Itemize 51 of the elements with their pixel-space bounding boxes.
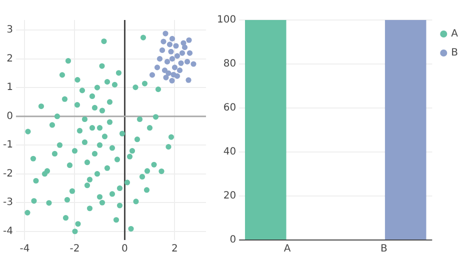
point — [169, 78, 175, 84]
y-tick-label: 2 — [6, 53, 13, 64]
point — [182, 44, 188, 50]
y-tick-label: -1 — [2, 140, 13, 151]
point — [184, 58, 190, 64]
legend-label: B — [451, 48, 458, 59]
y-tick-label: 1 — [6, 82, 13, 94]
point — [180, 40, 186, 46]
point — [173, 43, 179, 49]
y-tick-label: 0 — [6, 110, 13, 122]
point — [162, 30, 168, 36]
y-tick-label: -4 — [2, 226, 13, 237]
x-tick-label: -2 — [70, 244, 80, 255]
y-tick-label: 40 — [223, 146, 236, 158]
point — [149, 72, 156, 78]
legend-label: A — [451, 28, 458, 40]
point — [190, 61, 196, 67]
y-tick-label: 80 — [223, 58, 236, 70]
point — [169, 36, 176, 42]
point — [174, 53, 180, 59]
point — [166, 70, 172, 76]
point — [178, 60, 184, 66]
point — [154, 64, 160, 70]
point — [168, 48, 174, 54]
point — [156, 56, 163, 62]
y-tick-label: 20 — [223, 190, 236, 202]
y-tick-label: 100 — [216, 14, 236, 26]
point — [170, 72, 176, 78]
point — [160, 38, 166, 44]
x-tick-label: A — [284, 244, 291, 255]
point — [186, 50, 193, 56]
point — [172, 64, 178, 70]
y-tick-label: 60 — [223, 102, 236, 114]
y-tick-label: 0 — [230, 234, 236, 246]
point — [186, 77, 192, 83]
x-tick-label: B — [380, 244, 388, 255]
point — [179, 50, 186, 56]
point — [186, 37, 192, 43]
x-tick-label: 0 — [122, 244, 128, 255]
point — [164, 58, 170, 64]
point — [176, 68, 183, 74]
point — [162, 68, 168, 74]
point — [159, 47, 166, 53]
x-tick-label: -4 — [20, 244, 30, 255]
y-tick-label: -3 — [2, 197, 13, 208]
point — [163, 74, 169, 80]
y-tick-label: 3 — [6, 24, 13, 36]
point — [166, 42, 173, 48]
point — [169, 56, 176, 62]
y-tick-label: -2 — [2, 168, 13, 180]
x-tick-label: 2 — [172, 244, 178, 255]
